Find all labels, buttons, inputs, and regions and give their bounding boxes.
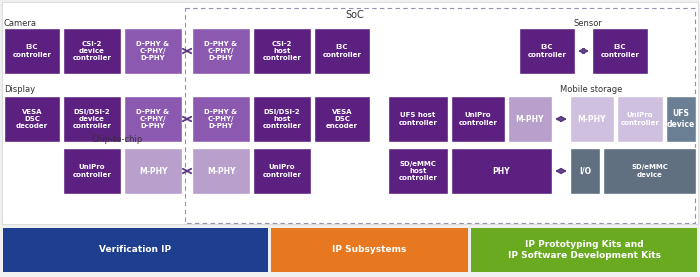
Bar xyxy=(2,2,698,224)
Bar xyxy=(451,96,505,142)
Text: CSI-2
device
controller: CSI-2 device controller xyxy=(73,41,111,61)
Text: IP Prototyping Kits and
IP Software Development Kits: IP Prototyping Kits and IP Software Deve… xyxy=(508,240,661,260)
Text: D-PHY &
C-PHY/
D-PHY: D-PHY & C-PHY/ D-PHY xyxy=(204,109,237,129)
Bar xyxy=(4,96,60,142)
Bar xyxy=(388,96,448,142)
Bar xyxy=(471,228,697,272)
Text: Mobile storage: Mobile storage xyxy=(560,85,622,94)
Text: M-PHY: M-PHY xyxy=(516,114,545,124)
Text: I3C
controller: I3C controller xyxy=(528,44,566,58)
Text: M-PHY: M-PHY xyxy=(578,114,606,124)
Text: Camera: Camera xyxy=(4,19,37,28)
Bar xyxy=(63,28,121,74)
Bar xyxy=(617,96,663,142)
Bar xyxy=(185,8,695,223)
Bar xyxy=(124,148,182,194)
Bar xyxy=(451,148,552,194)
Text: I/O: I/O xyxy=(579,166,591,176)
Bar xyxy=(124,96,182,142)
Text: Sensor: Sensor xyxy=(574,19,603,28)
Text: DSI/DSI-2
host
controller: DSI/DSI-2 host controller xyxy=(262,109,302,129)
Bar xyxy=(192,96,250,142)
Bar xyxy=(192,148,250,194)
Text: I3C
controller: I3C controller xyxy=(601,44,639,58)
Text: M-PHY: M-PHY xyxy=(139,166,167,176)
Bar xyxy=(519,28,575,74)
Bar xyxy=(570,148,600,194)
Text: D-PHY &
C-PHY/
D-PHY: D-PHY & C-PHY/ D-PHY xyxy=(136,109,169,129)
Bar xyxy=(666,96,696,142)
Text: PHY: PHY xyxy=(493,166,510,176)
Text: M-PHY: M-PHY xyxy=(206,166,235,176)
Bar xyxy=(271,228,468,272)
Text: DSI/DSI-2
device
controller: DSI/DSI-2 device controller xyxy=(73,109,111,129)
Bar xyxy=(253,148,311,194)
Text: UniPro
controller: UniPro controller xyxy=(73,164,111,178)
Bar xyxy=(3,228,268,272)
Bar xyxy=(124,28,182,74)
Text: D-PHY &
C-PHY/
D-PHY: D-PHY & C-PHY/ D-PHY xyxy=(204,41,237,61)
Bar xyxy=(63,96,121,142)
Bar xyxy=(192,28,250,74)
Text: SoC: SoC xyxy=(345,10,364,20)
Bar xyxy=(4,28,60,74)
Bar xyxy=(570,96,614,142)
Text: UniPro
controller: UniPro controller xyxy=(262,164,302,178)
Text: I3C
controller: I3C controller xyxy=(13,44,51,58)
Bar xyxy=(253,96,311,142)
Text: CSI-2
host
controller: CSI-2 host controller xyxy=(262,41,302,61)
Bar xyxy=(314,96,370,142)
Text: Chip-to-chip: Chip-to-chip xyxy=(92,135,144,144)
Bar xyxy=(63,148,121,194)
Text: VESA
DSC
encoder: VESA DSC encoder xyxy=(326,109,358,129)
Bar xyxy=(508,96,552,142)
Text: VESA
DSC
decoder: VESA DSC decoder xyxy=(16,109,48,129)
Text: SD/eMMC
device: SD/eMMC device xyxy=(631,164,668,178)
Text: Display: Display xyxy=(4,85,35,94)
Text: Verification IP: Verification IP xyxy=(99,245,172,255)
Bar xyxy=(253,28,311,74)
Text: UniPro
controller: UniPro controller xyxy=(621,112,659,126)
Text: UFS
device: UFS device xyxy=(667,109,695,129)
Text: UFS host
controller: UFS host controller xyxy=(398,112,438,126)
Text: IP Subsystems: IP Subsystems xyxy=(332,245,407,255)
Bar xyxy=(314,28,370,74)
Text: UniPro
controller: UniPro controller xyxy=(458,112,498,126)
Bar xyxy=(592,28,648,74)
Text: SD/eMMC
host
controller: SD/eMMC host controller xyxy=(398,161,438,181)
Text: I3C
controller: I3C controller xyxy=(323,44,361,58)
Bar xyxy=(388,148,448,194)
Text: D-PHY &
C-PHY/
D-PHY: D-PHY & C-PHY/ D-PHY xyxy=(136,41,169,61)
Bar xyxy=(603,148,696,194)
